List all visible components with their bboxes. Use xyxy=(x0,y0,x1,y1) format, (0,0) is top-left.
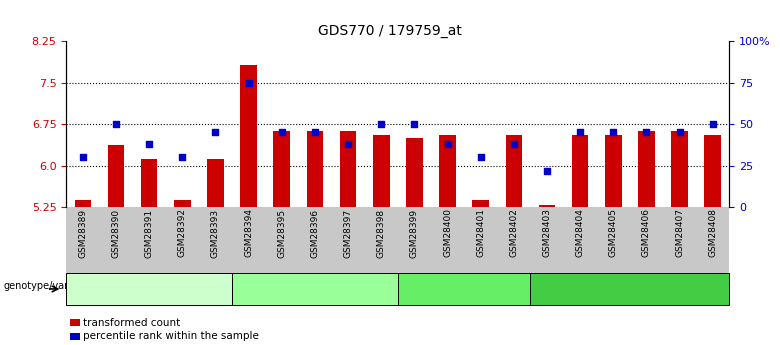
Point xyxy=(707,121,719,127)
Bar xyxy=(340,131,356,207)
Point xyxy=(474,155,487,160)
Point xyxy=(243,80,255,86)
Point xyxy=(110,121,122,127)
Bar xyxy=(406,138,423,207)
Point xyxy=(375,121,388,127)
Point xyxy=(176,155,189,160)
Bar xyxy=(174,200,190,207)
Text: percentile rank within the sample: percentile rank within the sample xyxy=(83,332,259,341)
Bar xyxy=(672,131,688,207)
Bar xyxy=(704,135,721,207)
Bar xyxy=(373,135,389,207)
Text: GDS770 / 179759_at: GDS770 / 179759_at xyxy=(318,24,462,38)
Point xyxy=(143,141,155,147)
Bar xyxy=(75,200,91,207)
Bar xyxy=(108,145,124,207)
Point xyxy=(541,168,553,173)
Point xyxy=(508,141,520,147)
Text: daf-2(e1370): daf-2(e1370) xyxy=(120,284,179,294)
Point xyxy=(342,141,354,147)
Bar xyxy=(141,159,158,207)
Bar xyxy=(473,200,489,207)
Point xyxy=(574,130,587,135)
Bar xyxy=(307,131,323,207)
Point xyxy=(441,141,454,147)
Text: daf-2(e1370) daf-16(df50): daf-2(e1370) daf-16(df50) xyxy=(406,284,523,294)
Bar xyxy=(274,131,290,207)
Bar xyxy=(605,135,622,207)
Bar xyxy=(207,159,224,207)
Point xyxy=(209,130,222,135)
Point xyxy=(640,130,653,135)
Text: daf-2(m577): daf-2(m577) xyxy=(287,284,343,294)
Bar xyxy=(439,135,456,207)
Text: genotype/variation: genotype/variation xyxy=(4,281,97,291)
Bar xyxy=(572,135,588,207)
Text: daf-2(m577) daf-16(df50): daf-2(m577) daf-16(df50) xyxy=(573,284,687,294)
Text: transformed count: transformed count xyxy=(83,318,181,327)
Bar xyxy=(638,131,654,207)
Bar xyxy=(505,135,522,207)
Point xyxy=(673,130,686,135)
Point xyxy=(607,130,619,135)
Point xyxy=(309,130,321,135)
Bar xyxy=(240,65,257,207)
Point xyxy=(76,155,89,160)
Point xyxy=(408,121,420,127)
Point xyxy=(275,130,288,135)
Bar xyxy=(539,205,555,207)
